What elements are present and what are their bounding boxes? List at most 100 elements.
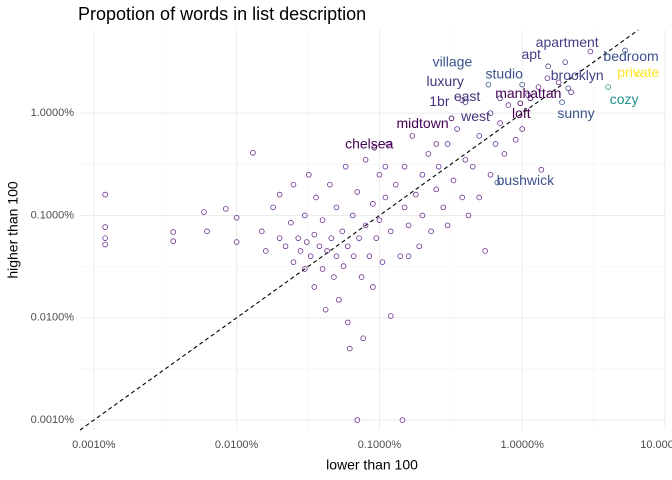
point — [428, 228, 434, 235]
point — [324, 248, 330, 254]
point — [465, 212, 472, 219]
labeled-point — [605, 84, 611, 90]
point — [339, 228, 346, 235]
point — [354, 189, 361, 195]
point — [276, 235, 283, 241]
labeled-point — [494, 179, 501, 186]
point — [102, 235, 108, 241]
point — [204, 228, 210, 235]
point — [258, 228, 265, 235]
point — [392, 181, 399, 188]
x-tick-label: 0.0100% — [215, 439, 259, 451]
point — [201, 209, 207, 215]
point — [360, 335, 367, 342]
y-axis-title: higher than 100 — [5, 181, 21, 279]
point — [487, 171, 494, 178]
point — [476, 133, 483, 139]
word-label: apartment — [536, 34, 599, 50]
word-label: luxury — [427, 73, 464, 89]
point — [340, 263, 347, 269]
point — [387, 228, 394, 235]
word-label: midtown — [396, 115, 448, 131]
point — [538, 166, 545, 173]
point — [102, 224, 108, 230]
point — [331, 274, 337, 280]
point — [454, 126, 460, 132]
point — [501, 151, 508, 157]
point — [476, 194, 483, 201]
point — [336, 296, 342, 303]
word-label: 1br — [429, 93, 450, 109]
point — [319, 217, 326, 223]
point — [399, 417, 406, 423]
labeled-point — [527, 95, 534, 102]
word-label: brooklyn — [551, 67, 604, 83]
word-label: west — [460, 108, 490, 124]
point — [307, 253, 314, 259]
point — [444, 222, 451, 229]
word-label: east — [454, 88, 481, 104]
word-label: bushwick — [497, 172, 556, 188]
labeled-point — [487, 110, 494, 116]
labeled-point — [485, 81, 492, 88]
point — [419, 171, 426, 178]
point — [327, 181, 333, 188]
point — [354, 417, 361, 423]
point — [512, 136, 519, 143]
point — [519, 126, 526, 132]
point — [568, 89, 574, 96]
word-label: manhattan — [495, 85, 561, 101]
y-tick-label: 1.0000% — [31, 107, 75, 119]
labeled-point — [517, 100, 524, 107]
point — [288, 219, 294, 226]
point — [413, 191, 419, 198]
point — [170, 229, 177, 235]
chart-title: Propotion of words in list description — [78, 4, 366, 24]
word-label: cozy — [610, 91, 639, 107]
point — [370, 201, 376, 207]
word-label: village — [433, 53, 473, 69]
point — [405, 253, 412, 259]
point — [344, 243, 351, 250]
x-tick-label: 10.0000% — [640, 439, 672, 451]
point — [262, 248, 269, 254]
word-label: bedroom — [603, 48, 658, 64]
point — [435, 163, 442, 170]
point — [397, 253, 404, 259]
point — [311, 284, 318, 290]
labeled-point — [562, 59, 568, 65]
point — [282, 243, 289, 250]
point — [416, 243, 423, 250]
point — [311, 231, 318, 238]
point — [385, 141, 391, 147]
point — [344, 319, 351, 326]
point — [587, 48, 594, 55]
x-tick-label: 0.1000% — [358, 439, 402, 451]
point — [102, 191, 108, 198]
point — [376, 171, 383, 178]
y-tick-label: 0.1000% — [31, 209, 75, 221]
point — [290, 259, 297, 265]
point — [328, 235, 335, 241]
grid — [80, 30, 666, 430]
labeled-point — [462, 99, 469, 105]
point — [370, 284, 376, 290]
reference-line — [79, 29, 639, 431]
point — [492, 141, 499, 147]
point — [333, 204, 340, 211]
point — [290, 181, 297, 188]
point — [295, 235, 302, 241]
x-axis-title: lower than 100 — [326, 457, 418, 473]
point — [450, 177, 457, 184]
point — [373, 235, 380, 241]
point — [440, 204, 447, 211]
point — [102, 241, 108, 248]
point — [301, 212, 308, 219]
point — [535, 84, 542, 90]
labeled-point — [622, 47, 628, 54]
labeled-point — [559, 99, 565, 105]
point — [170, 238, 177, 245]
point — [313, 194, 319, 201]
